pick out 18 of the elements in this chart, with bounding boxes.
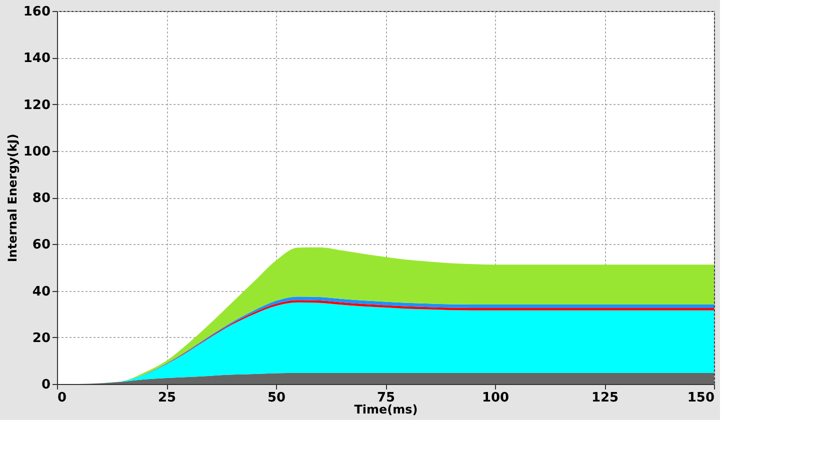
x-tick-label: 50: [267, 390, 286, 406]
y-tick-label: 100: [23, 144, 50, 160]
x-tick-label: 0: [58, 390, 67, 406]
x-tick-label: 25: [158, 390, 176, 406]
y-tick-label: 60: [32, 238, 50, 253]
x-tick-label: 100: [482, 390, 510, 406]
y-tick-label: 140: [23, 51, 50, 66]
y-tick-label: 20: [32, 330, 50, 346]
x-axis-title: Time(ms): [354, 402, 418, 416]
x-tick-label: 150: [687, 390, 714, 406]
y-tick-label: 0: [41, 378, 50, 392]
x-tick-label: 125: [591, 390, 619, 406]
y-axis-title: Internal Energy(kJ): [5, 134, 20, 262]
y-tick-label: 160: [23, 4, 50, 20]
y-tick-label: 40: [32, 284, 50, 300]
y-tick-label: 120: [23, 98, 50, 113]
y-tick-label: 80: [32, 191, 50, 206]
x-tick-label: 75: [376, 390, 396, 406]
